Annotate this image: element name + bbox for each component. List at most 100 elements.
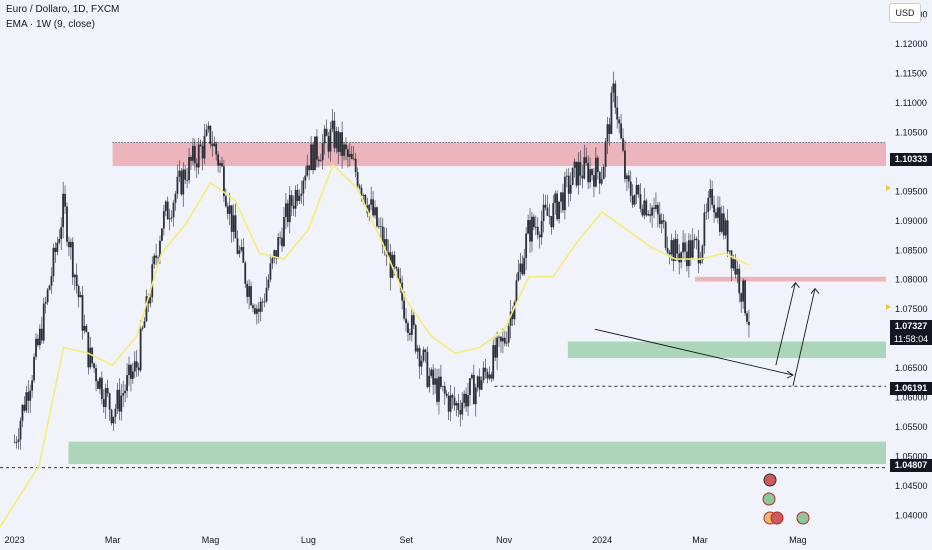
levels-layer [0, 142, 886, 469]
price-alert-markers[interactable] [886, 185, 891, 310]
symbol-title[interactable]: Euro / Dollaro, 1D, FXCM [6, 4, 120, 15]
candle [261, 301, 264, 303]
candle [292, 205, 295, 209]
candle [99, 377, 101, 389]
candle [352, 158, 355, 160]
candle [248, 286, 251, 297]
candle [523, 257, 526, 275]
candle [602, 166, 605, 180]
candle [542, 204, 545, 222]
candle [265, 287, 268, 302]
candle [527, 220, 529, 234]
x-tick-label: Mar [692, 535, 708, 545]
candle [19, 420, 22, 440]
candle [488, 374, 491, 379]
candle [651, 207, 653, 216]
candle [660, 220, 663, 225]
y-tick-label: 1.04000 [895, 510, 928, 520]
candle [25, 392, 28, 411]
candle [223, 166, 225, 197]
candle [271, 258, 274, 264]
candle [589, 169, 591, 183]
indicator-legend[interactable]: EMA · 1W (9, close) [6, 19, 95, 30]
candle [639, 194, 642, 209]
candle [118, 389, 121, 412]
candle [680, 252, 683, 263]
candle [155, 255, 158, 258]
last-price-label: 1.07327 [890, 320, 932, 333]
alert-marker-icon[interactable] [886, 304, 891, 310]
candle [434, 378, 436, 385]
candle [209, 125, 212, 144]
candle [192, 145, 194, 161]
candle [242, 247, 245, 263]
candle [178, 170, 181, 177]
candle [583, 157, 586, 179]
currency-button[interactable]: USD [889, 3, 921, 23]
alert-marker-icon[interactable] [886, 185, 891, 191]
candle [558, 201, 560, 220]
candle [108, 393, 111, 410]
x-tick-label: Set [400, 535, 414, 545]
x-axis[interactable]: 2023 Mar Mag Lug Set Nov 2024 Mar Mag [5, 535, 807, 545]
candle [726, 220, 729, 252]
demand-zone [68, 441, 886, 465]
candle [122, 393, 125, 396]
x-tick-label: Nov [496, 535, 513, 545]
candle [614, 83, 617, 108]
candle [290, 195, 293, 206]
candle [440, 376, 442, 387]
candle [501, 337, 504, 342]
candle [75, 274, 78, 286]
candle [426, 351, 429, 387]
projection-arrow [792, 288, 816, 386]
candle [461, 402, 464, 415]
candle [238, 250, 241, 254]
candle [85, 325, 88, 333]
candle [381, 226, 384, 247]
event-markers[interactable] [762, 473, 810, 525]
level-price-label: 1.10333 [890, 153, 932, 166]
candle [407, 323, 409, 334]
candle [662, 220, 665, 222]
demand-zone [567, 341, 886, 359]
candle [536, 226, 539, 235]
event-icon[interactable] [762, 492, 776, 506]
candle [436, 378, 438, 402]
y-tick-label: 1.07500 [895, 304, 928, 314]
candle [424, 349, 427, 352]
candle [465, 393, 467, 407]
candle [625, 175, 628, 180]
candle [314, 136, 316, 171]
candle [567, 175, 570, 194]
candle [17, 439, 20, 443]
candle [449, 395, 452, 412]
candle [300, 193, 303, 196]
candle [37, 338, 39, 346]
candle [236, 238, 239, 254]
candle [560, 192, 562, 202]
event-icon[interactable] [770, 511, 784, 525]
event-icon[interactable] [763, 473, 777, 487]
candle [579, 162, 582, 176]
candle [470, 374, 473, 379]
candle [687, 240, 690, 267]
candle [296, 189, 299, 201]
event-icon[interactable] [796, 511, 810, 525]
candle [554, 193, 557, 204]
candle [403, 300, 405, 319]
candle [627, 175, 630, 182]
candle [128, 364, 130, 376]
candle [432, 369, 435, 385]
candle [482, 367, 485, 381]
candle [416, 348, 419, 352]
candle [149, 297, 152, 304]
candle [58, 238, 61, 243]
candle [182, 169, 185, 195]
candle [335, 131, 338, 149]
candle [717, 207, 719, 218]
candle [323, 128, 326, 144]
candle [474, 387, 477, 405]
candle [50, 276, 53, 286]
